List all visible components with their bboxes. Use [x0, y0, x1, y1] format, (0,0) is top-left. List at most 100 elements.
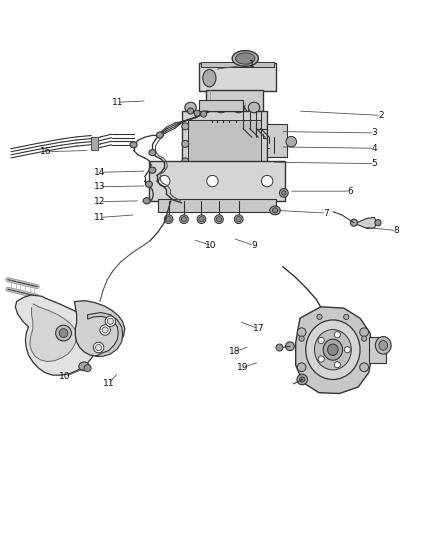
- Ellipse shape: [100, 325, 110, 335]
- Ellipse shape: [130, 142, 137, 148]
- Bar: [206, 90, 263, 111]
- Ellipse shape: [59, 329, 68, 337]
- Ellipse shape: [276, 344, 283, 351]
- Bar: [182, 111, 267, 170]
- Text: 16: 16: [40, 147, 52, 156]
- Ellipse shape: [350, 219, 357, 226]
- Ellipse shape: [164, 215, 173, 223]
- Ellipse shape: [180, 215, 188, 223]
- Polygon shape: [355, 217, 377, 229]
- Text: 12: 12: [94, 197, 106, 206]
- Ellipse shape: [297, 374, 307, 385]
- Ellipse shape: [272, 208, 278, 213]
- Text: 9: 9: [251, 241, 257, 250]
- Text: 7: 7: [323, 208, 329, 217]
- Bar: [158, 199, 276, 212]
- Bar: [201, 62, 274, 67]
- Ellipse shape: [194, 110, 200, 116]
- Ellipse shape: [314, 329, 351, 370]
- Ellipse shape: [156, 132, 163, 138]
- Ellipse shape: [300, 377, 305, 382]
- Ellipse shape: [233, 102, 244, 113]
- Text: 4: 4: [372, 144, 377, 153]
- Ellipse shape: [279, 189, 288, 197]
- Ellipse shape: [344, 314, 349, 320]
- Ellipse shape: [248, 108, 255, 114]
- Ellipse shape: [105, 316, 116, 327]
- Text: 2: 2: [378, 111, 384, 120]
- Ellipse shape: [306, 320, 360, 379]
- Ellipse shape: [323, 339, 343, 360]
- Ellipse shape: [149, 167, 156, 173]
- Text: 1: 1: [249, 60, 255, 69]
- Text: 11: 11: [112, 98, 123, 107]
- Polygon shape: [88, 312, 123, 356]
- Ellipse shape: [234, 215, 243, 223]
- Bar: [188, 120, 261, 164]
- Ellipse shape: [93, 342, 104, 353]
- Ellipse shape: [334, 362, 340, 368]
- Ellipse shape: [56, 325, 71, 341]
- Ellipse shape: [282, 191, 286, 195]
- Bar: [369, 336, 386, 363]
- Ellipse shape: [297, 363, 306, 372]
- Ellipse shape: [145, 181, 152, 187]
- Text: 11: 11: [103, 379, 114, 389]
- Ellipse shape: [211, 108, 218, 114]
- Ellipse shape: [317, 314, 322, 320]
- Ellipse shape: [261, 175, 273, 187]
- Ellipse shape: [360, 328, 368, 337]
- Ellipse shape: [182, 140, 189, 147]
- Ellipse shape: [200, 102, 212, 113]
- Bar: [199, 100, 243, 111]
- Ellipse shape: [328, 344, 338, 356]
- Text: 8: 8: [393, 226, 399, 235]
- Ellipse shape: [203, 69, 216, 87]
- Ellipse shape: [185, 102, 196, 113]
- Ellipse shape: [166, 216, 171, 222]
- Ellipse shape: [182, 123, 189, 130]
- Ellipse shape: [197, 215, 206, 223]
- Polygon shape: [74, 301, 125, 356]
- Bar: [91, 137, 98, 150]
- Text: 3: 3: [371, 128, 378, 138]
- Ellipse shape: [334, 332, 340, 338]
- Polygon shape: [15, 295, 100, 375]
- Polygon shape: [30, 304, 77, 361]
- Ellipse shape: [187, 108, 194, 114]
- Text: 19: 19: [237, 363, 249, 372]
- Text: 10: 10: [59, 373, 71, 382]
- Ellipse shape: [248, 102, 260, 113]
- Text: 17: 17: [253, 324, 264, 333]
- Ellipse shape: [216, 216, 222, 222]
- Ellipse shape: [201, 111, 207, 117]
- Ellipse shape: [318, 356, 324, 362]
- Ellipse shape: [95, 344, 102, 351]
- Text: 14: 14: [94, 168, 106, 177]
- Text: 13: 13: [94, 182, 106, 191]
- Ellipse shape: [199, 216, 204, 222]
- Ellipse shape: [220, 108, 227, 114]
- Text: 5: 5: [371, 159, 378, 168]
- Ellipse shape: [286, 136, 297, 147]
- Ellipse shape: [79, 362, 89, 371]
- Ellipse shape: [215, 215, 223, 223]
- Ellipse shape: [344, 346, 350, 353]
- Text: 11: 11: [94, 213, 106, 222]
- Text: 18: 18: [229, 348, 240, 357]
- Ellipse shape: [159, 175, 170, 187]
- Ellipse shape: [236, 53, 255, 64]
- Ellipse shape: [143, 198, 150, 204]
- Ellipse shape: [149, 150, 156, 156]
- Ellipse shape: [84, 365, 91, 372]
- Ellipse shape: [375, 220, 381, 226]
- Bar: [199, 63, 276, 91]
- Ellipse shape: [318, 337, 324, 343]
- Text: 10: 10: [205, 241, 217, 250]
- Ellipse shape: [215, 102, 227, 113]
- Ellipse shape: [207, 175, 218, 187]
- Ellipse shape: [240, 108, 247, 114]
- Text: 6: 6: [347, 187, 353, 196]
- Bar: [149, 161, 285, 201]
- Ellipse shape: [232, 51, 258, 66]
